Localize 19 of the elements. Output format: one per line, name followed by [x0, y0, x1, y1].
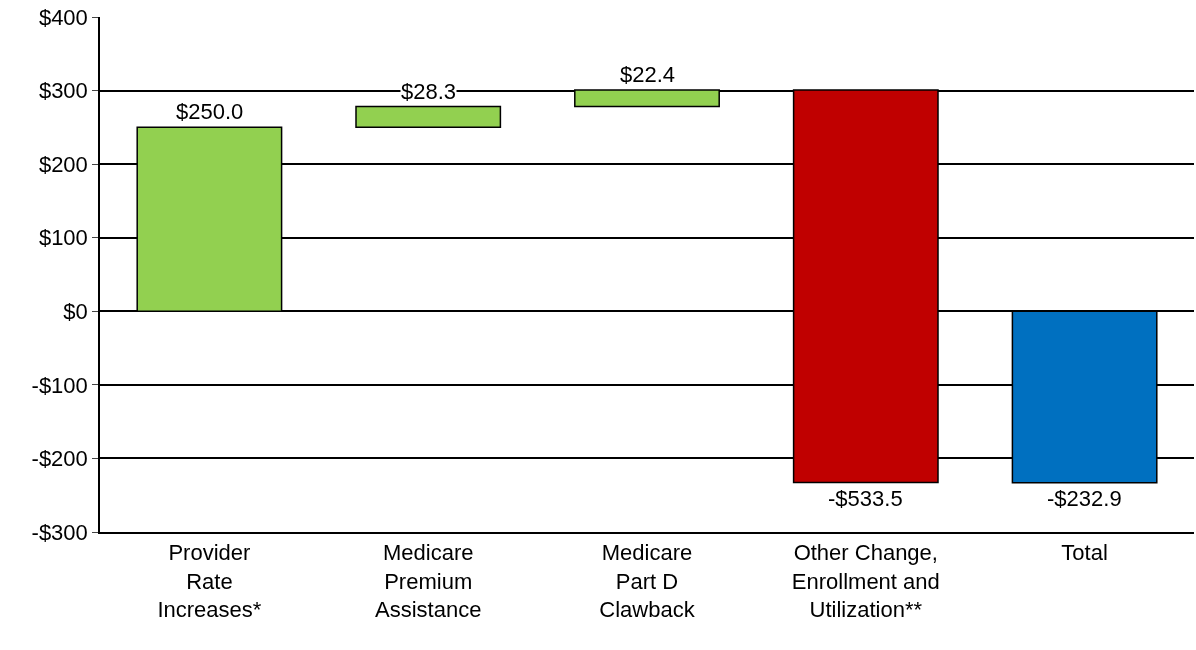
x-tick-label: Medicare Premium Assistance	[375, 540, 482, 623]
x-tick-label: Medicare Part D Clawback	[599, 540, 696, 623]
data-label: -$533.5	[828, 486, 903, 511]
y-tick-label: $0	[63, 298, 88, 324]
y-tick-label: $200	[38, 151, 88, 177]
bar	[355, 105, 502, 129]
data-label: $250.0	[176, 99, 244, 124]
y-tick-label: -$200	[31, 446, 88, 472]
y-tick-label: $100	[38, 225, 88, 251]
data-label: $22.4	[620, 62, 676, 87]
data-label: $28.3	[401, 79, 457, 104]
y-tick-label: -$100	[31, 372, 88, 398]
x-tick-label: Total	[1061, 540, 1108, 566]
y-tick-label: -$300	[31, 519, 88, 545]
x-tick-label: Other Change, Enrollment and Utilization**	[791, 540, 940, 623]
x-tick-label: Provider Rate Increases*	[157, 540, 262, 623]
y-tick-label: $400	[38, 4, 88, 30]
data-label: -$232.9	[1047, 486, 1122, 511]
y-tick-label: $300	[38, 78, 88, 104]
